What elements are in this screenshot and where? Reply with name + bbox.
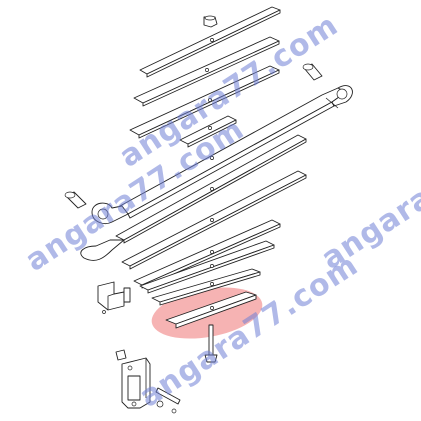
wrap-leaf-end[interactable] xyxy=(80,239,125,261)
center-bolt[interactable] xyxy=(204,324,218,363)
bracket-nut[interactable] xyxy=(115,349,127,361)
rear-eye-bolt[interactable] xyxy=(64,191,87,209)
spring-leaf-2[interactable] xyxy=(133,36,280,107)
rebound-clip[interactable] xyxy=(97,281,131,314)
spring-leaf-8[interactable] xyxy=(139,240,275,294)
main-spring-leaf[interactable] xyxy=(119,85,353,219)
front-eye-bolt[interactable] xyxy=(302,63,323,81)
shackle-bracket[interactable] xyxy=(121,357,151,409)
spring-leaf-5[interactable] xyxy=(115,134,307,244)
spring-leaf-1[interactable] xyxy=(139,6,281,78)
center-bolt-nut[interactable] xyxy=(203,15,218,28)
spring-leaf-9[interactable] xyxy=(151,268,261,306)
lowest-spring-leaf[interactable] xyxy=(165,291,257,329)
main-leaf-rear-eye[interactable] xyxy=(91,202,129,224)
watermark-right: angara77.com xyxy=(315,109,421,276)
spring-leaf-6[interactable] xyxy=(121,170,307,270)
spring-leaf-3[interactable] xyxy=(129,65,280,139)
spacer-plate[interactable] xyxy=(179,115,237,148)
shackle-bolt[interactable] xyxy=(155,387,181,414)
